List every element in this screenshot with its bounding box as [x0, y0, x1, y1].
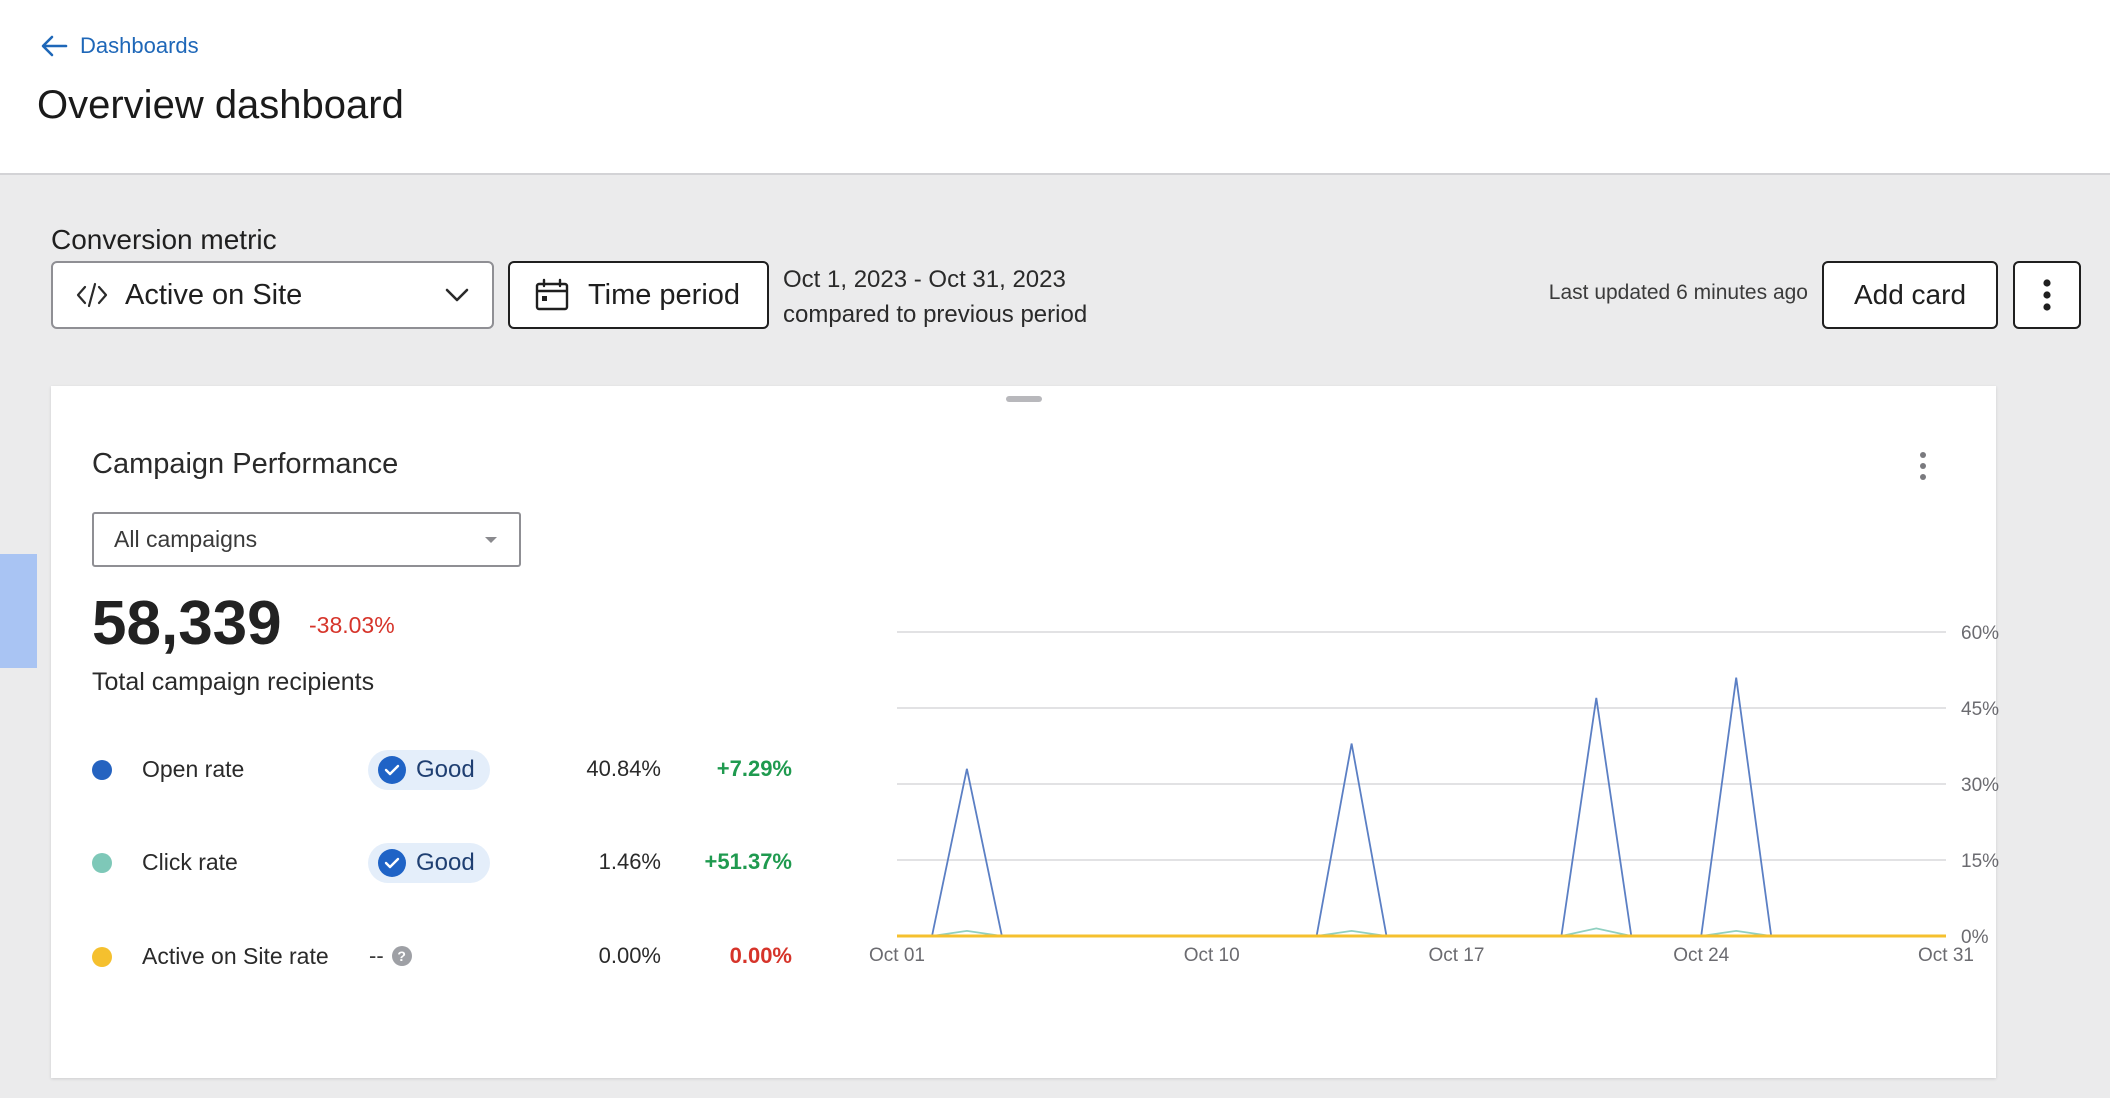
side-panel-tab[interactable]	[0, 554, 37, 668]
conversion-metric-label: Conversion metric	[51, 224, 277, 255]
more-vertical-icon	[2043, 279, 2051, 311]
caret-down-icon	[485, 536, 497, 543]
more-options-button[interactable]	[2013, 261, 2081, 329]
time-period-label: Time period	[588, 278, 741, 311]
campaign-filter-value: All campaigns	[114, 526, 258, 552]
metric-change: +7.29%	[716, 756, 792, 781]
more-vertical-icon	[1920, 452, 1926, 480]
metric-name: Active on Site rate	[142, 943, 329, 969]
series-line-open-rate	[897, 677, 1946, 937]
benchmark-unavailable: -- ?	[369, 943, 412, 969]
good-badge: Good	[368, 843, 490, 883]
page-title: Overview dashboard	[37, 83, 404, 127]
y-tick-label: 0%	[1961, 927, 1989, 948]
metric-value: 1.46%	[598, 849, 661, 874]
help-icon[interactable]: ?	[391, 946, 412, 966]
metric-row-click-rate: Click rate Good 1.46% +51.37%	[92, 843, 792, 883]
metric-value: 0.00%	[598, 943, 661, 968]
page-header: Dashboards Overview dashboard	[0, 0, 2110, 175]
last-updated-text: Last updated 6 minutes ago	[1548, 281, 1808, 304]
time-period-button[interactable]: Time period	[508, 261, 769, 329]
x-tick-label: Oct 24	[1673, 945, 1729, 966]
active-on-site-legend-dot	[92, 947, 112, 967]
metric-row-active-on-site-rate: Active on Site rate -- ? 0.00% 0.00%	[92, 937, 792, 977]
x-tick-label: Oct 17	[1428, 945, 1484, 966]
y-tick-label: 60%	[1961, 623, 1999, 644]
metric-row-open-rate: Open rate Good 40.84% +7.29%	[92, 750, 792, 790]
campaign-performance-chart: 0% 15% 30% 45% 60% Oct 01 Oct 10 Oct 17 Oct 24 Oc…	[841, 600, 1999, 980]
x-tick-label: Oct 31	[1918, 945, 1974, 966]
open-rate-legend-dot	[92, 760, 112, 780]
date-range-info: Oct 1, 2023 - Oct 31, 2023 compared to p…	[783, 262, 1087, 332]
conversion-metric-select[interactable]: Active on Site	[51, 261, 494, 329]
metric-name: Click rate	[142, 849, 238, 875]
y-tick-label: 15%	[1961, 851, 1999, 872]
benchmark-dash: --	[369, 943, 384, 968]
y-tick-label: 45%	[1961, 699, 1999, 720]
badge-label: Good	[416, 849, 475, 876]
chevron-down-icon	[445, 288, 469, 302]
card-title: Campaign Performance	[92, 448, 399, 480]
conversion-metric-value: Active on Site	[125, 278, 303, 311]
calendar-icon	[535, 278, 569, 311]
badge-label: Good	[416, 756, 475, 783]
click-rate-legend-dot	[92, 853, 112, 873]
line-chart: 0% 15% 30% 45% 60% Oct 01 Oct 10 Oct 17 Oct 24 Oc…	[869, 623, 1999, 966]
add-card-button[interactable]: Add card	[1822, 261, 1998, 329]
total-recipients-change: -38.03%	[309, 612, 395, 638]
metric-name: Open rate	[142, 756, 245, 782]
metric-value: 40.84%	[586, 756, 661, 781]
x-tick-label: Oct 10	[1184, 945, 1240, 966]
total-recipients-label: Total campaign recipients	[92, 668, 375, 696]
good-badge: Good	[368, 750, 490, 790]
arrow-left-icon	[41, 35, 68, 57]
back-link-label: Dashboards	[80, 33, 199, 58]
y-tick-label: 30%	[1961, 775, 1999, 796]
code-icon	[76, 282, 108, 308]
x-tick-label: Oct 01	[869, 945, 925, 966]
campaign-filter-select[interactable]: All campaigns	[92, 512, 521, 567]
metric-change: +51.37%	[704, 849, 792, 874]
card-drag-handle[interactable]	[1006, 396, 1042, 402]
check-circle-icon	[378, 756, 406, 784]
metric-change: 0.00%	[729, 943, 792, 968]
card-menu-button[interactable]	[1909, 446, 1937, 486]
date-range-text: Oct 1, 2023 - Oct 31, 2023	[783, 266, 1066, 293]
campaign-performance-card: Campaign Performance All campaigns 58,33…	[51, 386, 1999, 1078]
back-to-dashboards-link[interactable]: Dashboards	[38, 30, 199, 62]
comparison-text: compared to previous period	[783, 301, 1088, 328]
total-recipients-value: 58,339	[92, 589, 282, 658]
check-circle-icon	[378, 849, 406, 877]
